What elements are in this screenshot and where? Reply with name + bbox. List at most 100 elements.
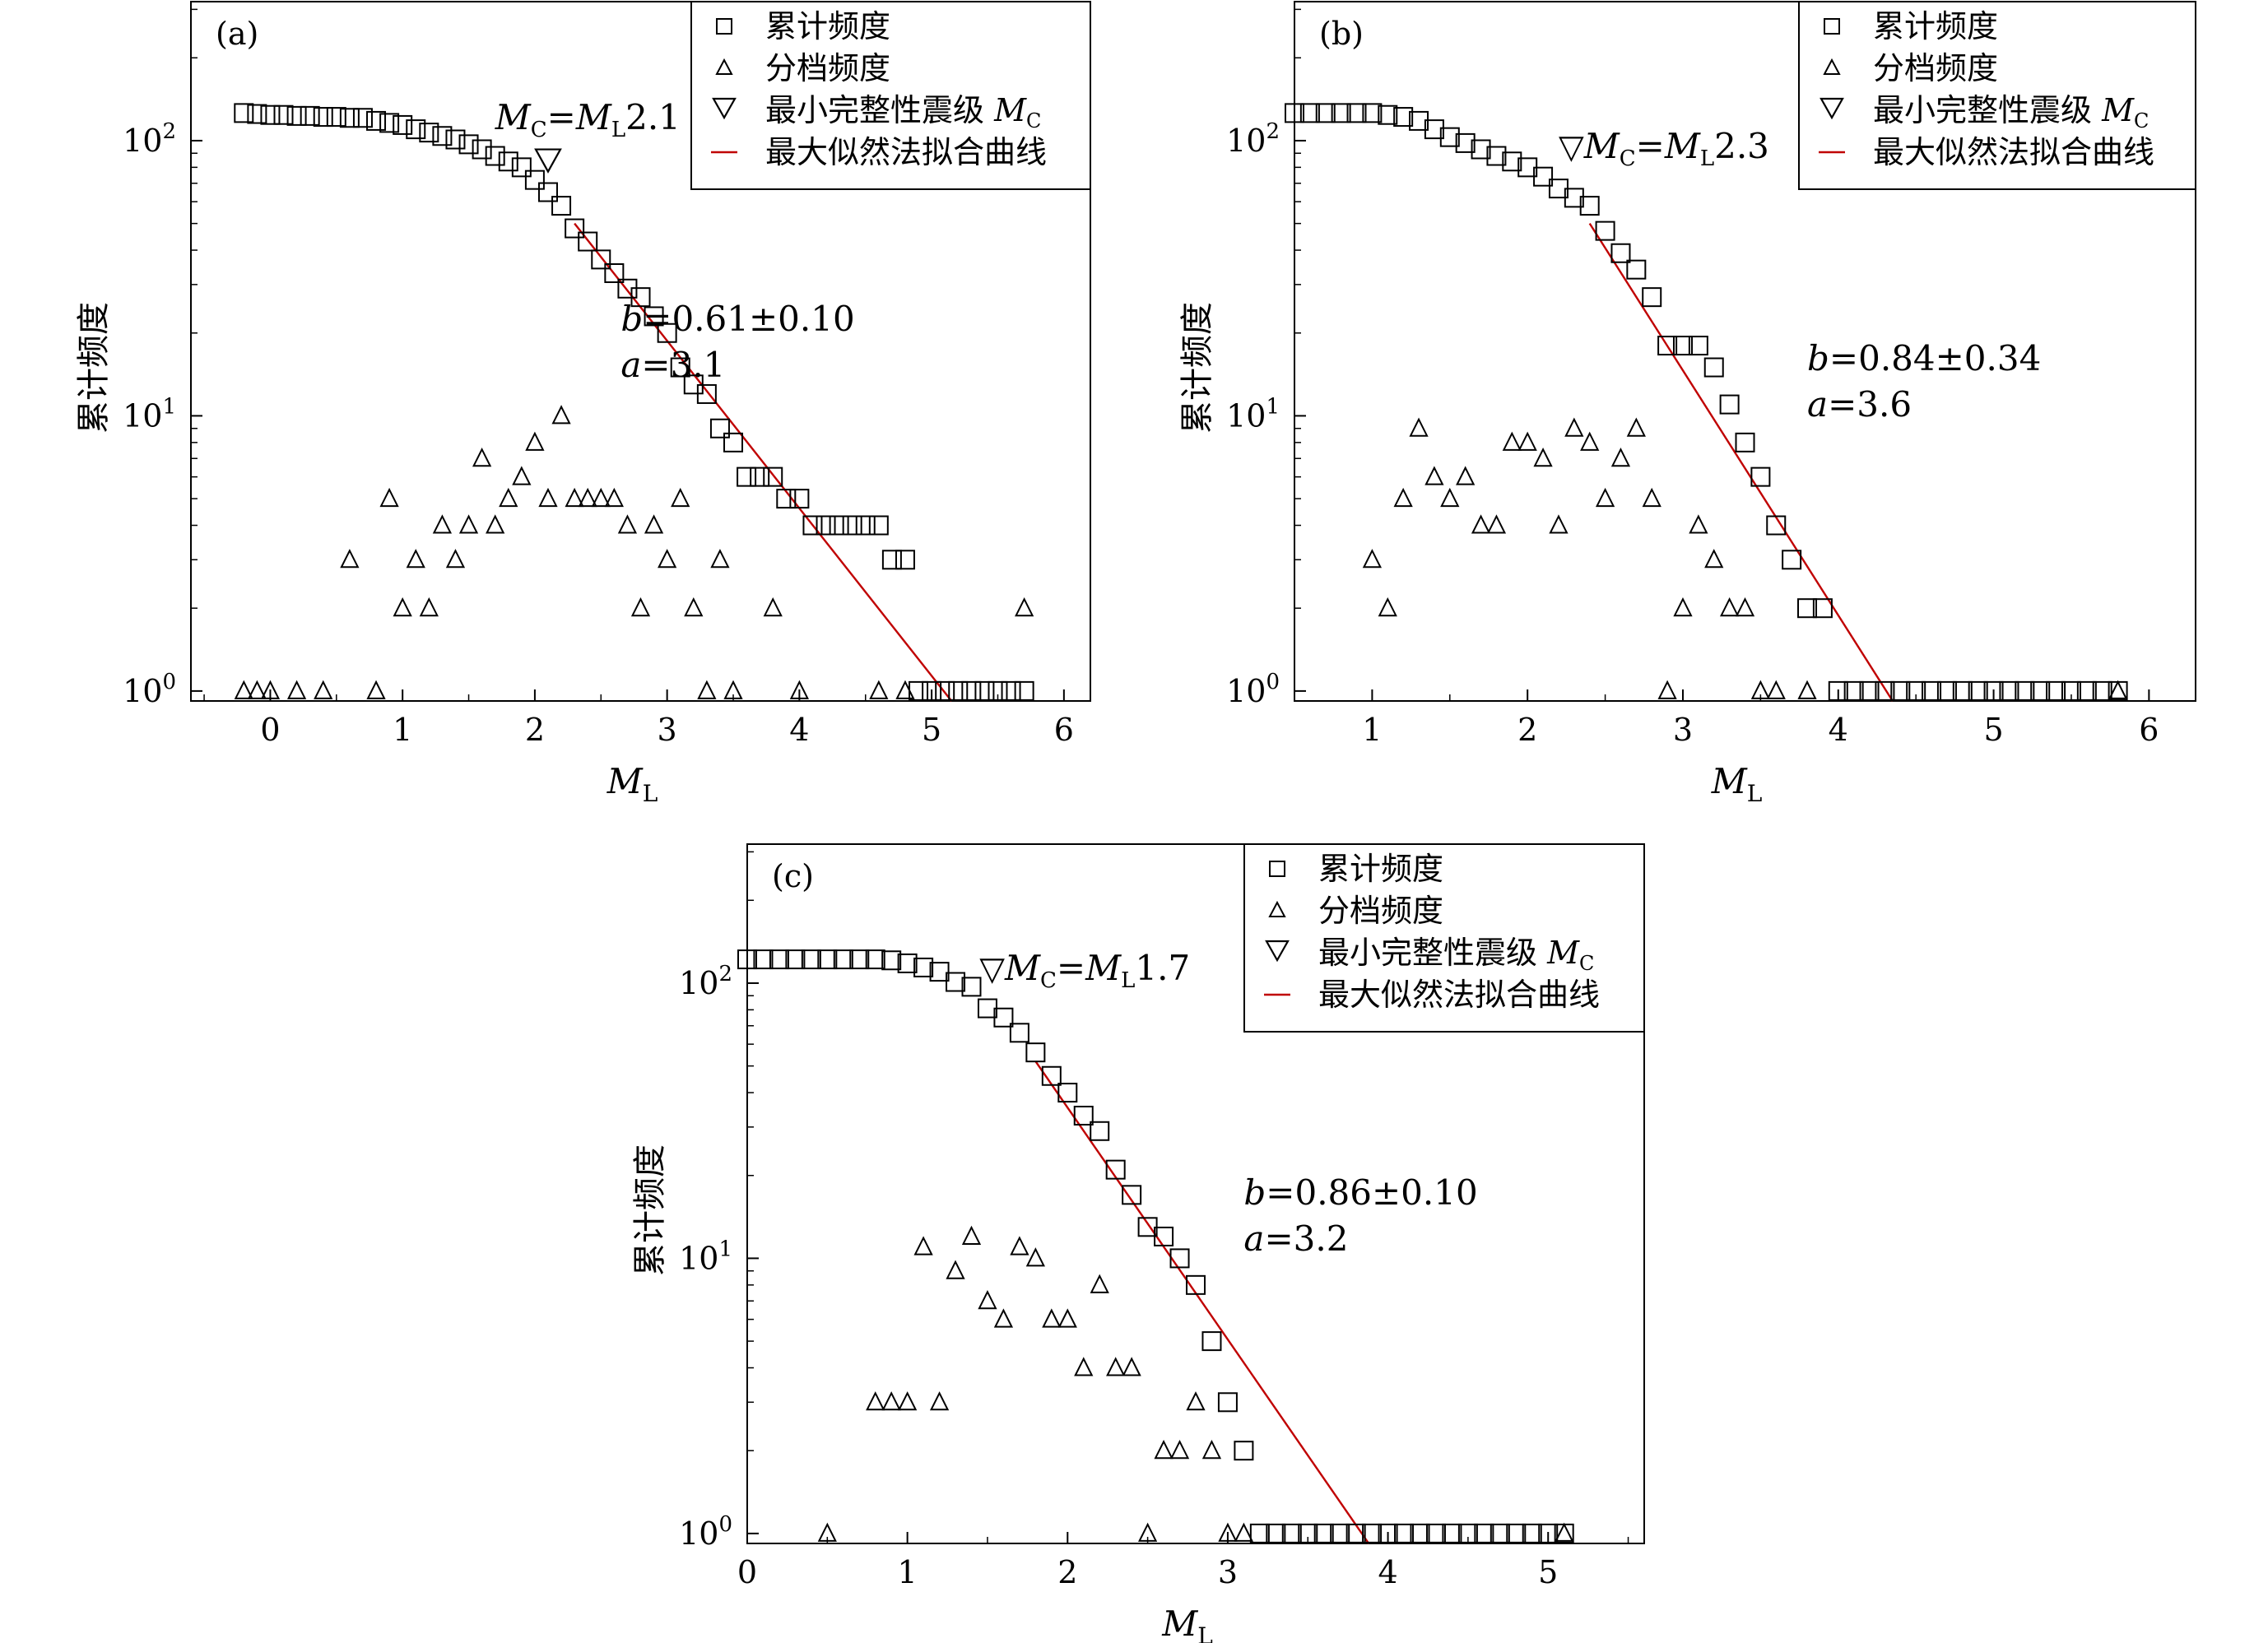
cumulative-point	[929, 962, 950, 982]
legend-binned-label: 分档频度	[1873, 50, 1998, 86]
x-tick-label: 0	[260, 712, 280, 748]
cumulative-point	[1890, 680, 1911, 701]
legend-mc-label: 最小完整性震级 MC	[765, 92, 1041, 132]
cumulative-point	[763, 466, 783, 487]
a-value: a=3.2	[1243, 1218, 1348, 1259]
binned-point	[234, 680, 253, 699]
binned-point	[1471, 514, 1491, 534]
cumulative-point	[1122, 1185, 1142, 1205]
cumulative-point	[524, 169, 545, 190]
b-value: b=0.86±0.10	[1243, 1172, 1477, 1213]
cumulative-point	[1538, 1523, 1559, 1543]
cumulative-point	[802, 515, 823, 536]
cumulative-point	[2061, 680, 2081, 701]
cumulative-point	[1424, 119, 1444, 140]
y-tick-label: 100	[1226, 670, 1280, 709]
binned-point	[525, 431, 545, 451]
cumulative-point	[1299, 103, 1320, 123]
legend-inverted-triangle-symbol	[1820, 97, 1844, 120]
binned-point	[1626, 417, 1646, 437]
b-value: b=0.61±0.10	[620, 299, 854, 339]
cumulative-point	[1186, 1274, 1206, 1295]
x-tick-label: 6	[2139, 712, 2159, 748]
legend-mc-sub: C	[1579, 952, 1594, 975]
cumulative-point	[868, 515, 889, 536]
mc-annotation: MC=ML2.1	[495, 97, 681, 142]
cumulative-point	[366, 110, 387, 131]
panel-b: 1 2 3 4 5 6100101102ML累计频度(b)▽MC=ML2.3b=0.84±…	[1178, 1, 2196, 807]
cumulative-point	[1234, 1441, 1254, 1461]
binned-point	[671, 487, 690, 508]
binned-point	[1502, 431, 1522, 451]
binned-point	[406, 549, 425, 569]
cumulative-point	[286, 105, 307, 126]
cumulative-point	[753, 949, 774, 970]
cumulative-point	[1457, 1523, 1478, 1543]
mc-annotation-sub2: L	[611, 118, 625, 142]
y-axis-label: 累计频度	[631, 1144, 669, 1276]
x-tick-label: 5	[1983, 712, 2003, 748]
y-tick-exponent: 0	[162, 670, 176, 694]
binned-point	[1057, 1308, 1077, 1328]
cumulative-point	[485, 146, 505, 166]
mc-annotation-sub: C	[531, 118, 547, 142]
binned-point	[1797, 680, 1817, 699]
cumulative-point	[1201, 1331, 1222, 1352]
binned-point	[1440, 487, 1460, 508]
cumulative-point	[1936, 680, 1957, 701]
cumulative-point	[801, 949, 821, 970]
cumulative-point	[604, 262, 625, 283]
cumulative-point	[776, 489, 797, 509]
binned-point	[393, 596, 412, 617]
b-value-symbol: b	[620, 299, 643, 339]
binned-point	[551, 405, 571, 425]
y-tick-exponent: 1	[1266, 394, 1280, 419]
x-tick-label: 3	[1673, 712, 1693, 748]
binned-point	[1486, 514, 1507, 534]
binned-point	[1234, 1522, 1254, 1542]
x-axis-label-main: M	[1161, 1604, 1198, 1643]
y-tick-exponent: 2	[162, 119, 176, 144]
cumulative-point	[1425, 1523, 1446, 1543]
a-value: a=3.6	[1807, 384, 1912, 425]
binned-point	[1169, 1439, 1190, 1460]
y-tick-exponent: 0	[1266, 670, 1280, 694]
binned-point	[1517, 431, 1537, 451]
cumulative-point	[1579, 196, 1600, 216]
binned-point	[445, 549, 466, 569]
plot-frame	[1294, 1, 2196, 702]
binned-point	[1657, 680, 1677, 699]
x-axis-label-sub: L	[1197, 1622, 1213, 1643]
mc-annotation-m2: M	[1664, 126, 1701, 166]
cumulative-point	[750, 466, 770, 487]
binned-point	[379, 487, 399, 508]
binned-point	[630, 596, 651, 617]
y-tick-base: 10	[1226, 673, 1266, 709]
x-tick-label: 4	[789, 712, 809, 748]
binned-point	[565, 487, 584, 508]
legend-box	[1798, 1, 2196, 190]
binned-point	[591, 487, 611, 508]
a-value-text: =3.1	[641, 345, 725, 385]
y-tick-base: 10	[679, 1240, 718, 1276]
cumulative-point	[1983, 680, 2004, 701]
y-tick-base: 10	[679, 1515, 718, 1552]
cumulative-point	[1455, 132, 1476, 153]
cumulative-point	[737, 466, 757, 487]
cumulative-point	[1968, 680, 1988, 701]
x-axis-label: ML	[1161, 1604, 1213, 1643]
x-tick-label: 4	[1378, 1554, 1397, 1590]
cumulative-point	[833, 949, 853, 970]
cumulative-point	[1642, 287, 1662, 308]
y-tick-base: 10	[1226, 123, 1266, 159]
cumulative-point	[1875, 680, 1895, 701]
legend-box	[690, 1, 1091, 190]
binned-point	[499, 487, 518, 508]
cumulative-point	[1025, 1042, 1046, 1063]
binned-point	[247, 680, 267, 699]
cumulative-point	[379, 113, 400, 133]
binned-point	[895, 680, 915, 699]
binned-point	[913, 1236, 933, 1255]
binned-point	[486, 514, 505, 534]
legend-mc-prefix: 最小完整性震级	[1873, 92, 2102, 128]
